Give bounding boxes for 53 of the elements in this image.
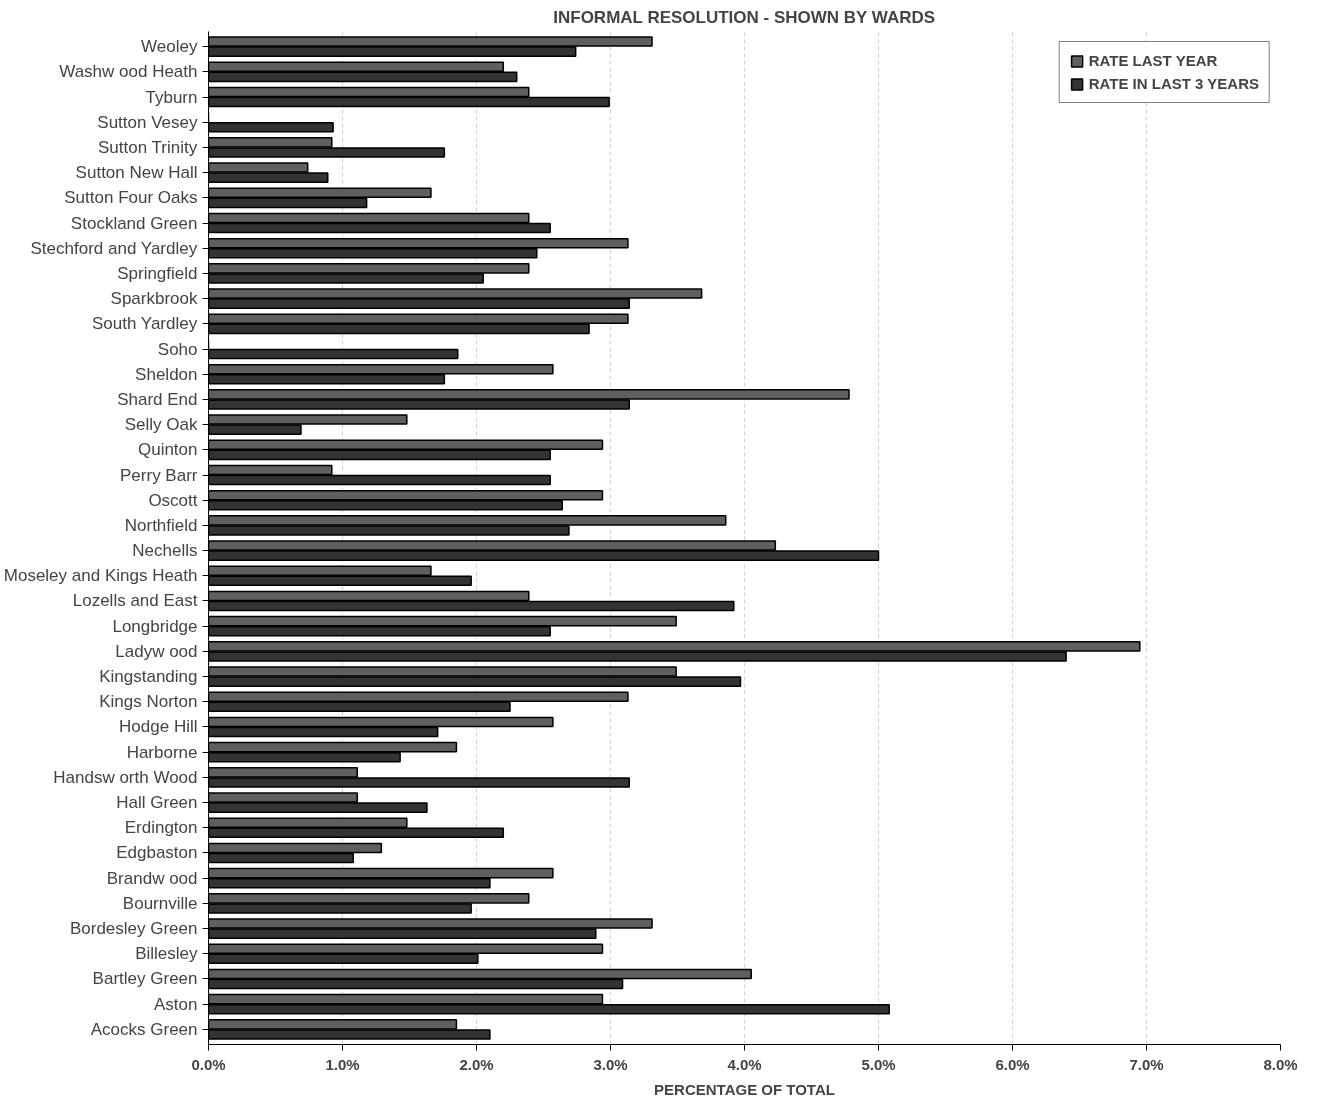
y-tick-label: Bournville	[122, 893, 198, 913]
y-tick-label: Handsw orth Wood	[53, 767, 198, 787]
legend-label: RATE IN LAST 3 YEARS	[1088, 75, 1259, 92]
y-tick-label: Erdington	[124, 818, 198, 838]
y-tick-label: Brandw ood	[106, 868, 198, 888]
y-tick-label: Acocks Green	[90, 1019, 198, 1039]
y-tick-label: Billesley	[135, 944, 198, 964]
x-tick-label: 4.0%	[727, 1055, 762, 1073]
y-tick-label: Ladyw ood	[115, 641, 198, 661]
y-tick-label: Springfield	[117, 263, 198, 283]
y-tick-label: Lozells and East	[72, 591, 198, 611]
y-tick-label: Kingstanding	[99, 667, 198, 687]
x-tick-label: 8.0%	[1263, 1055, 1298, 1073]
y-tick-label: Weoley	[141, 37, 198, 57]
y-tick-label: Shard End	[117, 389, 198, 409]
chart-title: INFORMAL RESOLUTION - SHOWN BY WARDS	[553, 7, 936, 27]
y-tick-label: Sutton Four Oaks	[64, 188, 198, 208]
y-tick-label: Aston	[154, 994, 198, 1014]
y-tick-label: Bordesley Green	[69, 919, 198, 939]
y-tick-label: Oscott	[148, 490, 198, 510]
x-axis-title: PERCENTAGE OF TOTAL	[654, 1080, 835, 1098]
y-tick-label: Moseley and Kings Heath	[3, 566, 198, 586]
y-tick-label: Northfield	[124, 515, 198, 535]
legend-label: RATE LAST YEAR	[1088, 52, 1218, 69]
y-tick-label: Sparkbrook	[110, 289, 198, 309]
y-tick-label: Sutton Trinity	[97, 137, 198, 157]
y-tick-label: Hall Green	[116, 793, 198, 813]
x-tick-label: 0.0%	[191, 1055, 226, 1073]
y-tick-label: Sheldon	[135, 364, 198, 384]
x-tick-label: 7.0%	[1129, 1055, 1164, 1073]
y-tick-label: Sutton New Hall	[75, 163, 198, 183]
y-tick-label: Kings Norton	[99, 692, 198, 712]
y-tick-label: Sutton Vesey	[97, 112, 198, 132]
x-tick-label: 2.0%	[459, 1055, 494, 1073]
y-tick-label: Washw ood Heath	[59, 62, 198, 82]
y-tick-label: Nechells	[132, 541, 198, 561]
y-tick-label: Stockland Green	[70, 213, 198, 233]
y-tick-label: Edgbaston	[116, 843, 198, 863]
y-tick-label: Longbridge	[112, 616, 198, 636]
y-tick-label: Harborne	[126, 742, 198, 762]
y-tick-label: Quinton	[137, 440, 198, 460]
y-tick-label: Stechford and Yardley	[30, 238, 198, 258]
y-tick-label: Hodge Hill	[119, 717, 198, 737]
y-tick-label: Bartley Green	[92, 969, 198, 989]
y-tick-label: Tyburn	[145, 87, 198, 107]
y-tick-label: Soho	[157, 339, 198, 359]
x-tick-label: 6.0%	[995, 1055, 1030, 1073]
y-tick-label: South Yardley	[91, 314, 198, 334]
x-tick-label: 5.0%	[861, 1055, 896, 1073]
x-tick-label: 1.0%	[325, 1055, 360, 1073]
x-tick-label: 3.0%	[593, 1055, 628, 1073]
y-tick-label: Selly Oak	[124, 415, 198, 435]
y-tick-label: Perry Barr	[120, 465, 198, 485]
